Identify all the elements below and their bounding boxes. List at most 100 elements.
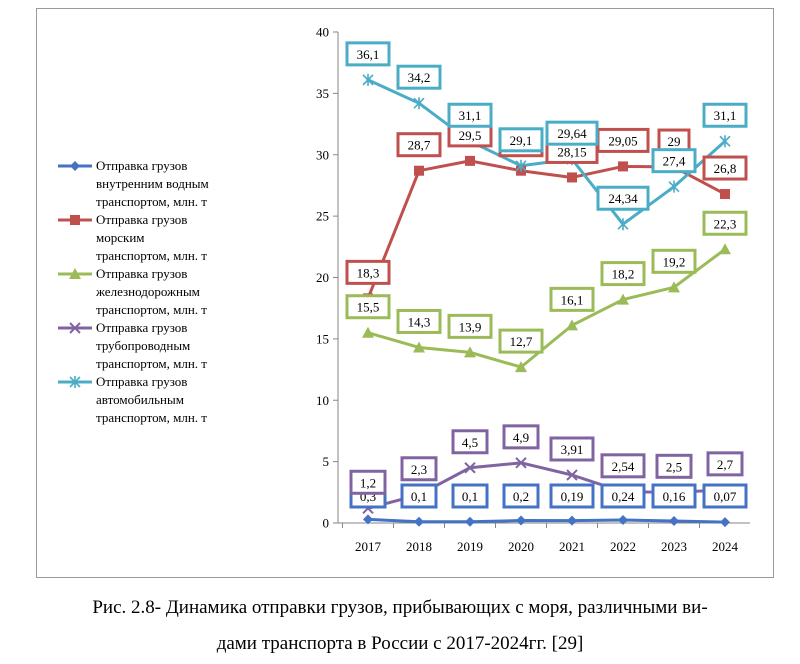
data-label-box <box>702 483 748 509</box>
y-tick-label: 0 <box>323 516 330 531</box>
data-label-box <box>702 210 748 236</box>
data-label: 18,2 <box>612 267 635 282</box>
caption-line-1: Рис. 2.8- Динамика отправки грузов, приб… <box>92 597 708 618</box>
y-tick-label: 30 <box>316 147 329 162</box>
data-label: 36,1 <box>357 47 380 62</box>
legend-label-line: Отправка грузов <box>96 320 188 335</box>
data-label: 29,1 <box>510 133 533 148</box>
series-line <box>366 517 727 524</box>
legend-item: Отправка грузов автомобильным транспортом,… <box>56 373 256 427</box>
data-label: 0,16 <box>663 489 686 504</box>
data-label: 22,3 <box>714 216 737 231</box>
data-label: 4,5 <box>462 435 478 450</box>
data-point-triangle-marker <box>69 268 81 279</box>
data-label-box <box>396 308 442 334</box>
data-point-diamond-marker <box>516 515 526 526</box>
data-label-box <box>549 286 595 312</box>
x-tick-label: 2020 <box>508 539 534 554</box>
data-label: 14,3 <box>408 314 431 329</box>
legend-label-line: транспортом, млн. т <box>96 302 207 317</box>
x-tick-label: 2019 <box>457 539 483 554</box>
legend-item: Отправка грузов морским транспортом, млн. … <box>56 211 256 265</box>
data-label: 0,19 <box>561 489 584 504</box>
x-tick-label: 2021 <box>559 539 585 554</box>
data-point-triangle-marker <box>719 243 731 255</box>
figure-caption: Рис. 2.8- Динамика отправки грузов, приб… <box>0 590 800 662</box>
legend-item: Отправка грузов железнодорожным транспорто… <box>56 265 256 319</box>
data-label-box <box>651 248 697 274</box>
data-point-x-marker <box>566 469 578 481</box>
data-label: 0,1 <box>462 489 478 504</box>
data-label: 2,5 <box>666 459 682 474</box>
x-tick-label: 2022 <box>610 539 636 554</box>
data-point-triangle-marker <box>668 281 680 293</box>
data-label: 26,8 <box>714 161 737 176</box>
legend-label-line: транспортом, млн. т <box>96 194 207 209</box>
data-point-triangle-marker <box>413 341 425 353</box>
data-point-diamond-marker <box>465 516 475 527</box>
data-label-box <box>451 483 489 509</box>
data-label-box <box>502 483 540 509</box>
data-label: 1,2 <box>360 475 376 490</box>
data-label-box <box>702 102 748 128</box>
data-point-star-marker <box>362 73 374 86</box>
data-point-square-marker <box>70 215 80 225</box>
legend-label-line: трубопроводным <box>96 338 191 353</box>
data-point-triangle-marker <box>464 346 476 358</box>
data-label-box <box>706 451 744 477</box>
data-label: 31,1 <box>459 108 482 123</box>
data-label: 13,9 <box>459 319 482 334</box>
data-point-triangle-marker <box>515 361 527 373</box>
data-point-square-marker <box>465 155 475 166</box>
data-point-star-marker <box>69 376 81 388</box>
data-label: 19,2 <box>663 254 686 269</box>
data-label-box <box>349 469 387 495</box>
legend-swatch-icon <box>58 215 92 225</box>
y-tick-label: 5 <box>323 454 330 469</box>
data-label: 29,5 <box>459 128 482 143</box>
data-point-triangle-marker <box>617 293 629 305</box>
y-tick-label: 35 <box>316 86 329 101</box>
data-label: 27,4 <box>663 154 686 169</box>
data-labels: 0,3 0,1 0,1 0,2 0,19 0,24 0,16 0,0718,328,729,5… <box>345 41 748 509</box>
legend-label-line: Отправка грузов <box>96 212 188 227</box>
data-label: 15,5 <box>357 300 380 315</box>
data-label: 0,1 <box>411 489 427 504</box>
data-label: 18,3 <box>357 265 380 280</box>
x-tick-label: 2023 <box>661 539 687 554</box>
data-label: 2,7 <box>717 457 734 472</box>
y-tick-label: 10 <box>316 393 329 408</box>
legend-swatch-icon <box>58 322 92 334</box>
data-label-box <box>502 424 540 450</box>
legend-label-line: Отправка грузов <box>96 158 188 173</box>
data-label: 24,34 <box>608 191 638 206</box>
data-point-star-marker <box>413 97 425 110</box>
data-point-x-marker <box>464 462 476 474</box>
data-label: 31,1 <box>714 108 737 123</box>
legend-label-line: внутренним водным <box>96 176 209 191</box>
legend-label-line: морским <box>96 230 145 245</box>
chart-legend: Отправка грузов внутренним водным транспор… <box>56 157 256 427</box>
data-label-box <box>345 41 391 67</box>
data-label-box <box>600 483 646 509</box>
y-tick-label: 40 <box>316 25 329 40</box>
legend-label-line: транспортом, млн. т <box>96 248 207 263</box>
data-point-x-marker <box>515 457 527 469</box>
legend-item: Отправка грузов трубопроводным транспортом… <box>56 319 256 373</box>
data-label: 4,9 <box>513 430 529 445</box>
legend-label-line: Отправка грузов <box>96 374 188 389</box>
data-point-diamond-marker <box>414 516 424 527</box>
data-label: 12,7 <box>510 334 533 349</box>
data-label-box <box>498 127 544 153</box>
axes: 0 5 10 15 20 25 30 35 40 2017 2018 2019 2020 2021 2022… <box>316 25 750 554</box>
data-point-square-marker <box>567 172 577 183</box>
data-point-triangle-marker <box>566 319 578 331</box>
data-label: 28,7 <box>408 138 431 153</box>
data-label: 29 <box>668 134 681 149</box>
data-label-box <box>600 261 646 287</box>
data-point-x-marker <box>69 322 81 334</box>
legend-label-line: автомобильным <box>96 392 184 407</box>
data-point-diamond-marker <box>363 514 373 525</box>
data-label-box <box>600 453 646 479</box>
